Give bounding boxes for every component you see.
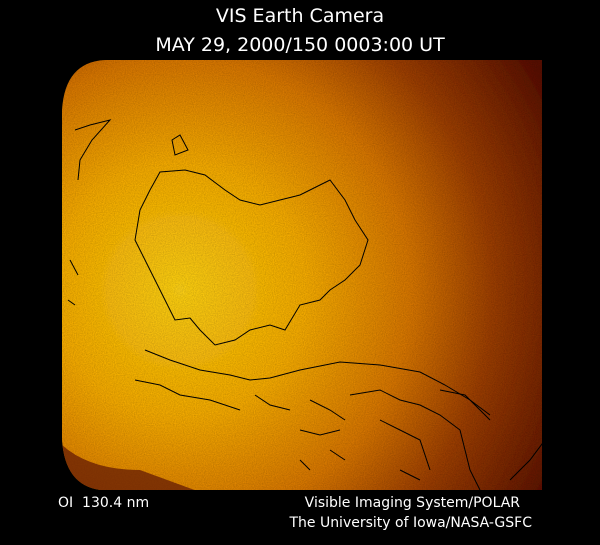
timestamp: MAY 29, 2000/150 0003:00 UT (155, 34, 445, 56)
title: VIS Earth Camera (216, 5, 384, 27)
airglow (62, 60, 542, 490)
institution-label: The University of Iowa/NASA-GSFC (288, 515, 532, 531)
filter-label: OI 130.4 nm (58, 495, 149, 511)
limb-shadow (62, 445, 200, 490)
instrument-label: Visible Imaging System/POLAR (305, 495, 521, 511)
earth-image (62, 60, 542, 490)
coastlines (67, 119, 542, 490)
